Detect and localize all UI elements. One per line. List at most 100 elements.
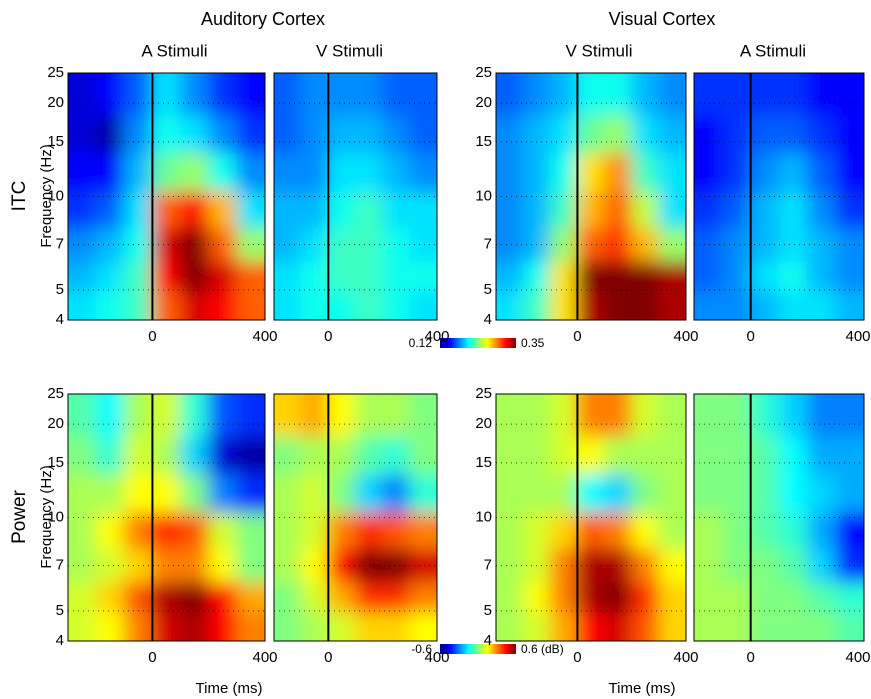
heatmap-cell [152,152,181,192]
y-tick-label: 10 [475,508,492,525]
heatmap-cell [807,114,836,153]
heatmap-cell [124,152,153,192]
heatmap-cell [550,548,578,582]
heatmap-cell [779,191,808,228]
heatmap-cell [604,191,632,228]
heatmap-cell [208,191,237,228]
heatmap-cell [779,581,808,612]
heatmap-cell [577,581,605,612]
heatmap-cell [631,152,659,192]
heatmap-cell [835,548,871,582]
heatmap [38,43,296,351]
heatmap-cell [466,435,524,474]
heatmap [38,364,296,672]
heatmap-cell [835,191,871,228]
heatmap-cell [301,364,329,437]
heatmap-cell [152,227,181,261]
heatmap-cell [604,512,632,549]
panel-title: V Stimuli [316,41,383,60]
column-title: Visual Cortex [609,9,716,29]
heatmap-cell [722,114,751,153]
panel-title: A Stimuli [740,41,806,60]
heatmap-cell [577,260,605,291]
heatmap-cell [807,581,836,612]
heatmap-cell [750,581,779,612]
heatmap-cell [124,435,153,474]
heatmap-cell [124,114,153,153]
heatmap-cell [835,581,871,612]
heatmap-cell [208,260,237,291]
heatmap-cell [604,548,632,582]
heatmap-cell [631,364,659,437]
heatmap-cell [807,152,836,192]
heatmap-cell [466,260,524,291]
heatmap-cell [208,435,237,474]
heatmap-cell [631,114,659,153]
heatmap-cell [409,227,467,261]
x-tick-label: 400 [845,328,870,345]
heatmap-cell [779,260,808,291]
heatmap-cell [96,435,125,474]
heatmap-cell [835,260,871,291]
heatmap-cell [835,152,871,192]
heatmap-cell [750,435,779,474]
colorbar [440,644,516,654]
heatmap-cell [807,435,836,474]
heatmap-cell [631,473,659,513]
y-tick-label: 10 [475,187,492,204]
heatmap-cell [550,152,578,192]
heatmap-cell [604,473,632,513]
heatmap-cell [180,191,209,228]
heatmap-cell [328,227,356,261]
heatmap-cell [180,435,209,474]
heatmap-cells [244,43,468,351]
heatmap-cell [835,473,871,513]
heatmap-cell [96,512,125,549]
heatmap-cell [152,581,181,612]
heatmap-cell [466,512,524,549]
heatmap-cell [328,581,356,612]
heatmap-cell [301,435,329,474]
y-tick-label: 15 [47,454,64,471]
x-axis-label: Time (ms) [609,680,676,697]
figure: Auditory Cortex Visual Cortex Time (ms) … [0,0,871,699]
heatmap-cell [750,114,779,153]
heatmap-cell [124,581,153,612]
heatmap-cell [180,152,209,192]
heatmap-cell [328,435,356,474]
heatmap-cell [779,152,808,192]
heatmap-cell [96,473,125,513]
heatmap-cell [577,364,605,437]
heatmap-cell [722,435,751,474]
heatmap-cell [382,114,410,153]
heatmap-cell [355,581,383,612]
heatmap-cell [807,43,836,116]
heatmap-cell [409,364,467,437]
heatmap-cell [301,152,329,192]
colorbar-tick-label: 0.6 (dB) [521,642,564,656]
heatmap-cell [779,227,808,261]
heatmap-cell [409,548,467,582]
heatmap-cell [807,473,836,513]
y-tick-label: 25 [47,64,64,81]
heatmap-cell [38,581,97,612]
heatmap-cell [466,152,524,192]
heatmap-cell [550,581,578,612]
heatmap-cell [466,227,524,261]
heatmap-cell [180,364,209,437]
heatmap-cell [96,43,125,116]
heatmap-cell [523,364,551,437]
heatmap-cell [750,364,779,437]
y-tick-label: 4 [484,311,492,328]
heatmap-cell [550,227,578,261]
heatmap-cell [550,435,578,474]
heatmap-cell [382,548,410,582]
heatmap-cell [208,548,237,582]
heatmap-cell [807,364,836,437]
heatmap-cell [180,227,209,261]
heatmap-cell [355,152,383,192]
heatmap-cell [722,227,751,261]
y-tick-label: 20 [475,415,492,432]
y-tick-label: 7 [56,236,64,253]
heatmap-cell [577,473,605,513]
